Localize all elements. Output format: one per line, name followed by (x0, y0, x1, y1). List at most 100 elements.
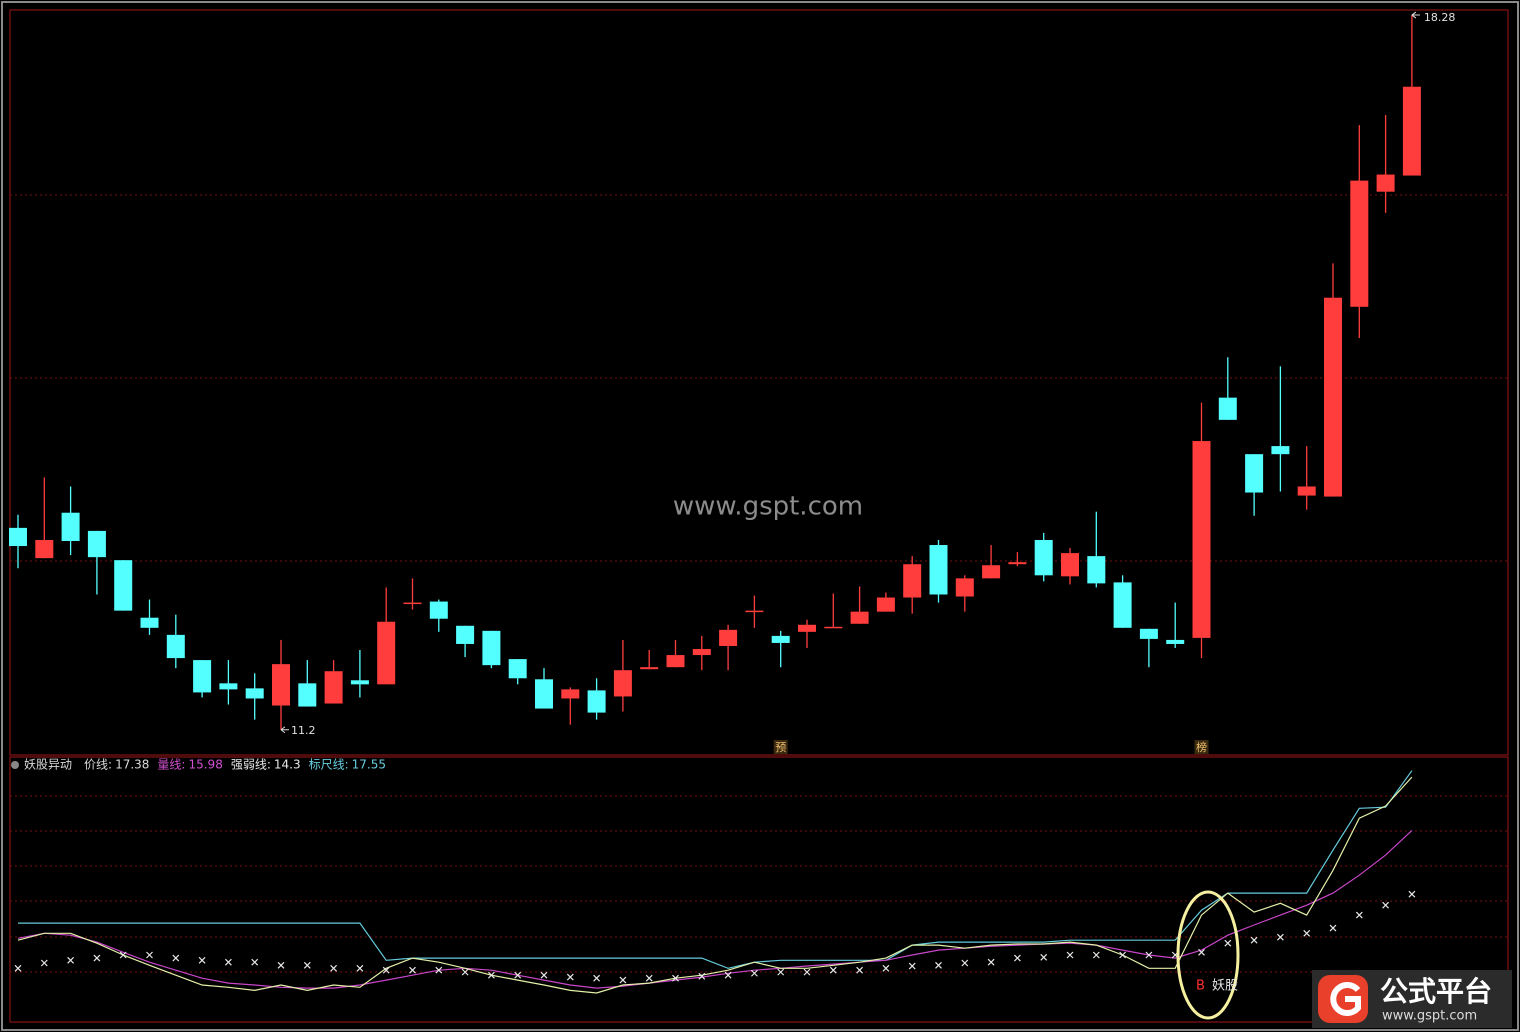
candle-body (876, 597, 895, 612)
x-marker (303, 961, 311, 969)
candles: 11.2 18.28 预 榜 (9, 11, 1455, 754)
candle-body (824, 626, 843, 629)
x-marker (882, 964, 890, 972)
x-marker (593, 974, 601, 982)
x-marker (724, 971, 732, 979)
x-marker (1276, 933, 1284, 941)
x-marker (330, 964, 338, 972)
candle-body (613, 670, 632, 697)
x-marker (461, 968, 469, 976)
legend-name: 量线: (157, 758, 185, 772)
x-marker (1250, 936, 1258, 944)
x-marker (487, 971, 495, 979)
candle-body (140, 617, 159, 628)
x-marker (961, 959, 969, 967)
x-marker (777, 968, 785, 976)
x-marker (698, 972, 706, 980)
candle-body (1113, 582, 1132, 628)
candle-body (350, 680, 369, 685)
x-marker (619, 976, 627, 984)
x-marker (1355, 911, 1363, 919)
marker: 榜 (1196, 740, 1207, 754)
logo: 公式平台 www.gspt.com (1312, 970, 1512, 1028)
x-marker (67, 956, 75, 964)
candle-body (298, 683, 317, 707)
candle-body (1034, 539, 1053, 576)
x-marker (93, 954, 101, 962)
x-marker (40, 959, 48, 967)
x-marker (146, 951, 153, 959)
x-marker (672, 974, 679, 982)
indicator-line (17, 829, 1413, 989)
x-marker (198, 956, 206, 964)
x-marker (409, 966, 416, 974)
x-marker (1303, 929, 1311, 937)
candle-body (798, 624, 816, 632)
high-arrow (1411, 11, 1420, 19)
candle-body (166, 634, 185, 659)
candle-body (929, 545, 948, 595)
legend-value: 14.3 (274, 758, 301, 772)
candle-body (1166, 639, 1185, 644)
x-marker (908, 962, 916, 970)
x-marker (1198, 948, 1205, 956)
x-marker (251, 958, 259, 966)
candle-body (482, 630, 501, 666)
x-marker (566, 973, 574, 981)
x-marker (1092, 951, 1100, 959)
indicator-title: 妖股异动 (24, 758, 72, 772)
watermark: www.gspt.com (673, 492, 863, 522)
candle-body (1297, 486, 1316, 496)
x-marker (1119, 951, 1127, 959)
x-marker (224, 958, 232, 966)
candle-body (719, 629, 738, 646)
x-marker (382, 966, 390, 974)
x-marker (172, 954, 180, 962)
candle-body (508, 659, 527, 679)
candle-body (429, 601, 448, 619)
marker: 预 (775, 741, 786, 754)
candle-body (219, 683, 238, 690)
low-arrow (280, 726, 289, 734)
indicator-panel-border (9, 756, 1509, 1023)
x-marker (14, 964, 22, 972)
marker-box (773, 740, 788, 754)
candle-body (745, 610, 764, 613)
x-marker (277, 961, 285, 969)
highlight-ellipse (1176, 890, 1240, 1020)
x-marker (1408, 890, 1416, 898)
x-marker (1224, 939, 1232, 947)
candle-body (535, 679, 553, 709)
candle-body (35, 539, 54, 559)
x-marker (1040, 953, 1048, 961)
candle-body (1139, 628, 1158, 639)
candle-body (1218, 397, 1237, 420)
x-marker (540, 971, 548, 979)
candle-body (87, 530, 106, 558)
x-marker (803, 968, 811, 976)
x-marker (829, 966, 837, 974)
candle-body (692, 649, 711, 656)
candle-body (587, 690, 606, 713)
candle-body (1192, 441, 1211, 638)
x-marker (356, 964, 364, 972)
logo-title: 公式平台 (1380, 975, 1492, 1008)
candle-body (377, 621, 396, 685)
indicator-line (17, 776, 1413, 994)
candle-body (272, 664, 290, 706)
candle-body (1271, 446, 1290, 455)
logo-url: www.gspt.com (1382, 1009, 1477, 1024)
candle-body (771, 635, 790, 643)
x-marker (1013, 954, 1021, 962)
candle-body (324, 671, 343, 704)
candle-body (850, 611, 869, 624)
candle-body (1061, 553, 1079, 577)
x-marker (987, 958, 995, 966)
candle-body (640, 667, 659, 670)
candle-body (1245, 454, 1264, 493)
candle-body (1087, 556, 1106, 584)
candle-body (1402, 86, 1421, 176)
